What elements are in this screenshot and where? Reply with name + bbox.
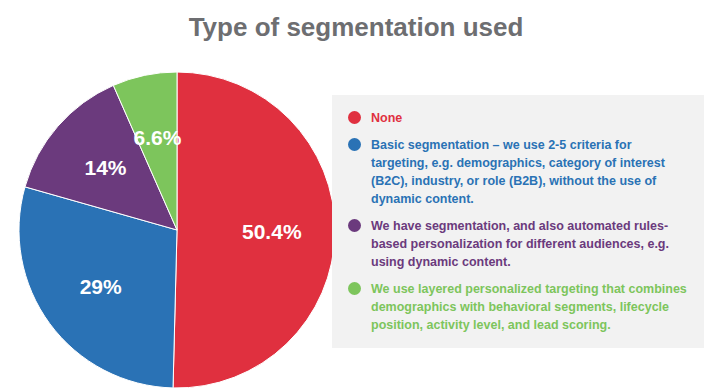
svg-text:50.4%: 50.4%	[242, 220, 302, 243]
html-text:We use layered personalized ta: We use layered personalized targeting th…	[371, 282, 687, 332]
svg-text:14%: 14%	[84, 156, 126, 179]
html-text:Basic segmentation – we use 2-: Basic segmentation – we use 2-5 criteria…	[371, 138, 665, 206]
html-text:We have segmentation, and also: We have segmentation, and also automated…	[371, 219, 669, 269]
html-text:None: None	[371, 111, 403, 125]
html-text:Type of segmentation used: Type of segmentation used	[188, 12, 524, 42]
svg-text:6.6%: 6.6%	[134, 126, 182, 149]
svg-text:29%: 29%	[80, 275, 122, 298]
